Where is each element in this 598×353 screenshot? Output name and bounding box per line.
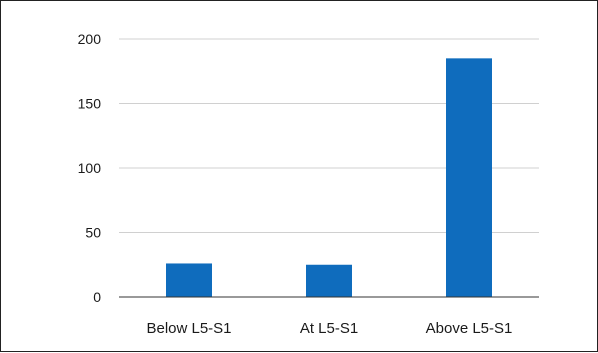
bars [166, 58, 492, 297]
y-tick-label-150: 150 [78, 96, 102, 112]
y-tick-label-50: 50 [85, 225, 101, 241]
bar-above-l5-s1 [446, 58, 492, 297]
x-axis-labels: Below L5-S1 At L5-S1 Above L5-S1 [146, 320, 512, 337]
x-tick-label-at-l5-s1: At L5-S1 [300, 320, 358, 337]
y-axis-ticks: 0 50 100 150 200 [78, 31, 102, 305]
y-tick-label-100: 100 [78, 160, 102, 176]
bar-below-l5-s1 [166, 263, 212, 297]
x-tick-label-below-l5-s1: Below L5-S1 [146, 320, 231, 337]
y-tick-label-0: 0 [93, 289, 101, 305]
bar-at-l5-s1 [306, 264, 352, 297]
x-tick-label-above-l5-s1: Above L5-S1 [426, 320, 513, 337]
y-tick-label-200: 200 [78, 31, 102, 47]
